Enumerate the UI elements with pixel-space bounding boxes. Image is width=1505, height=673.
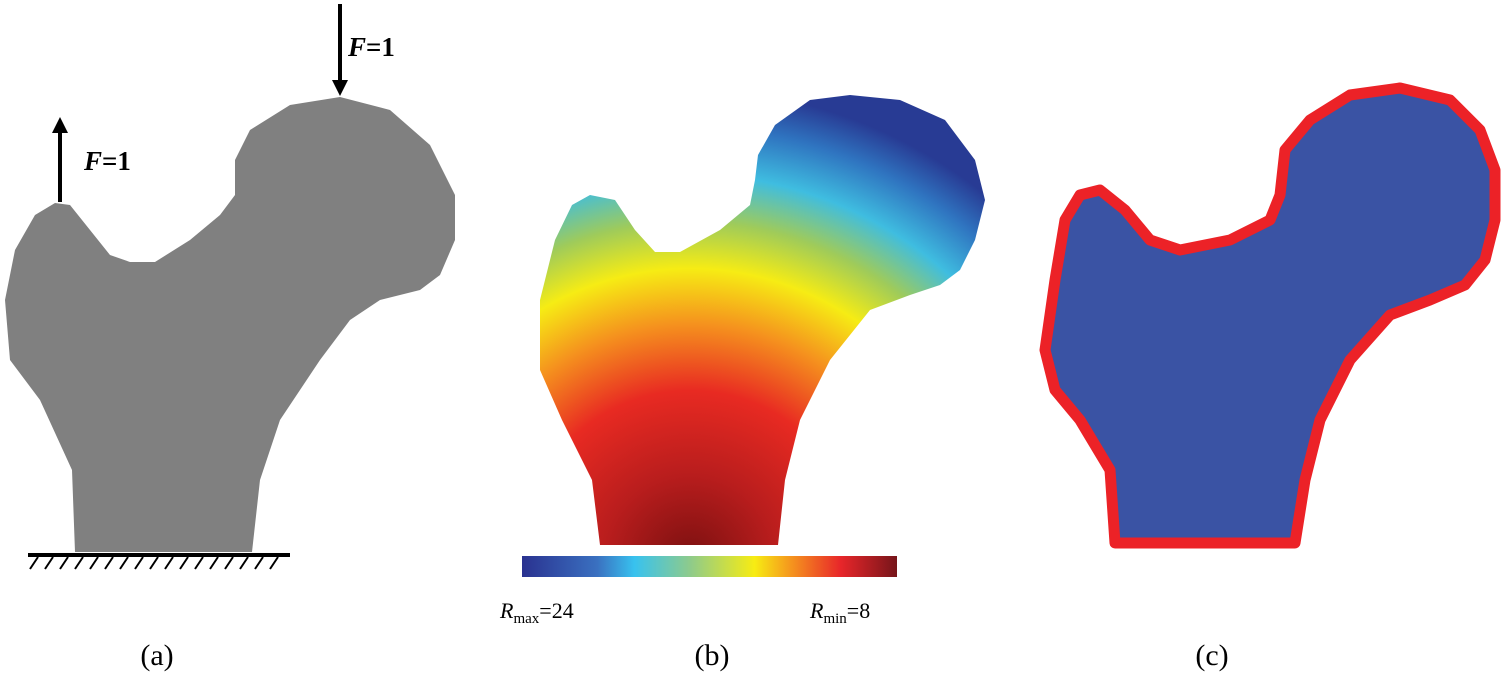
force-symbol: F: [347, 32, 366, 62]
r-subscript: min: [823, 611, 847, 627]
ground-hatch: [29, 556, 279, 570]
force-value: =1: [102, 146, 131, 176]
colorbar-max-label: Rmin=8: [809, 598, 870, 627]
radius-field: [540, 95, 985, 545]
r-symbol: R: [499, 598, 514, 623]
panel-label: (b): [695, 639, 730, 672]
r-value: =24: [539, 598, 573, 623]
panel-label: (a): [140, 639, 173, 672]
r-subscript: max: [513, 611, 539, 627]
force-label: F=1: [83, 146, 131, 176]
panel-label: (c): [1195, 639, 1228, 672]
colorbar: [522, 556, 897, 577]
design-domain: [1039, 82, 1501, 549]
force-label: F=1: [347, 32, 395, 62]
force-value: =1: [366, 32, 395, 62]
colorbar-min-label: Rmax=24: [499, 598, 574, 627]
force-symbol: F: [83, 146, 102, 176]
r-symbol: R: [809, 598, 824, 623]
r-value: =8: [847, 598, 870, 623]
femur-shape: [5, 97, 455, 552]
